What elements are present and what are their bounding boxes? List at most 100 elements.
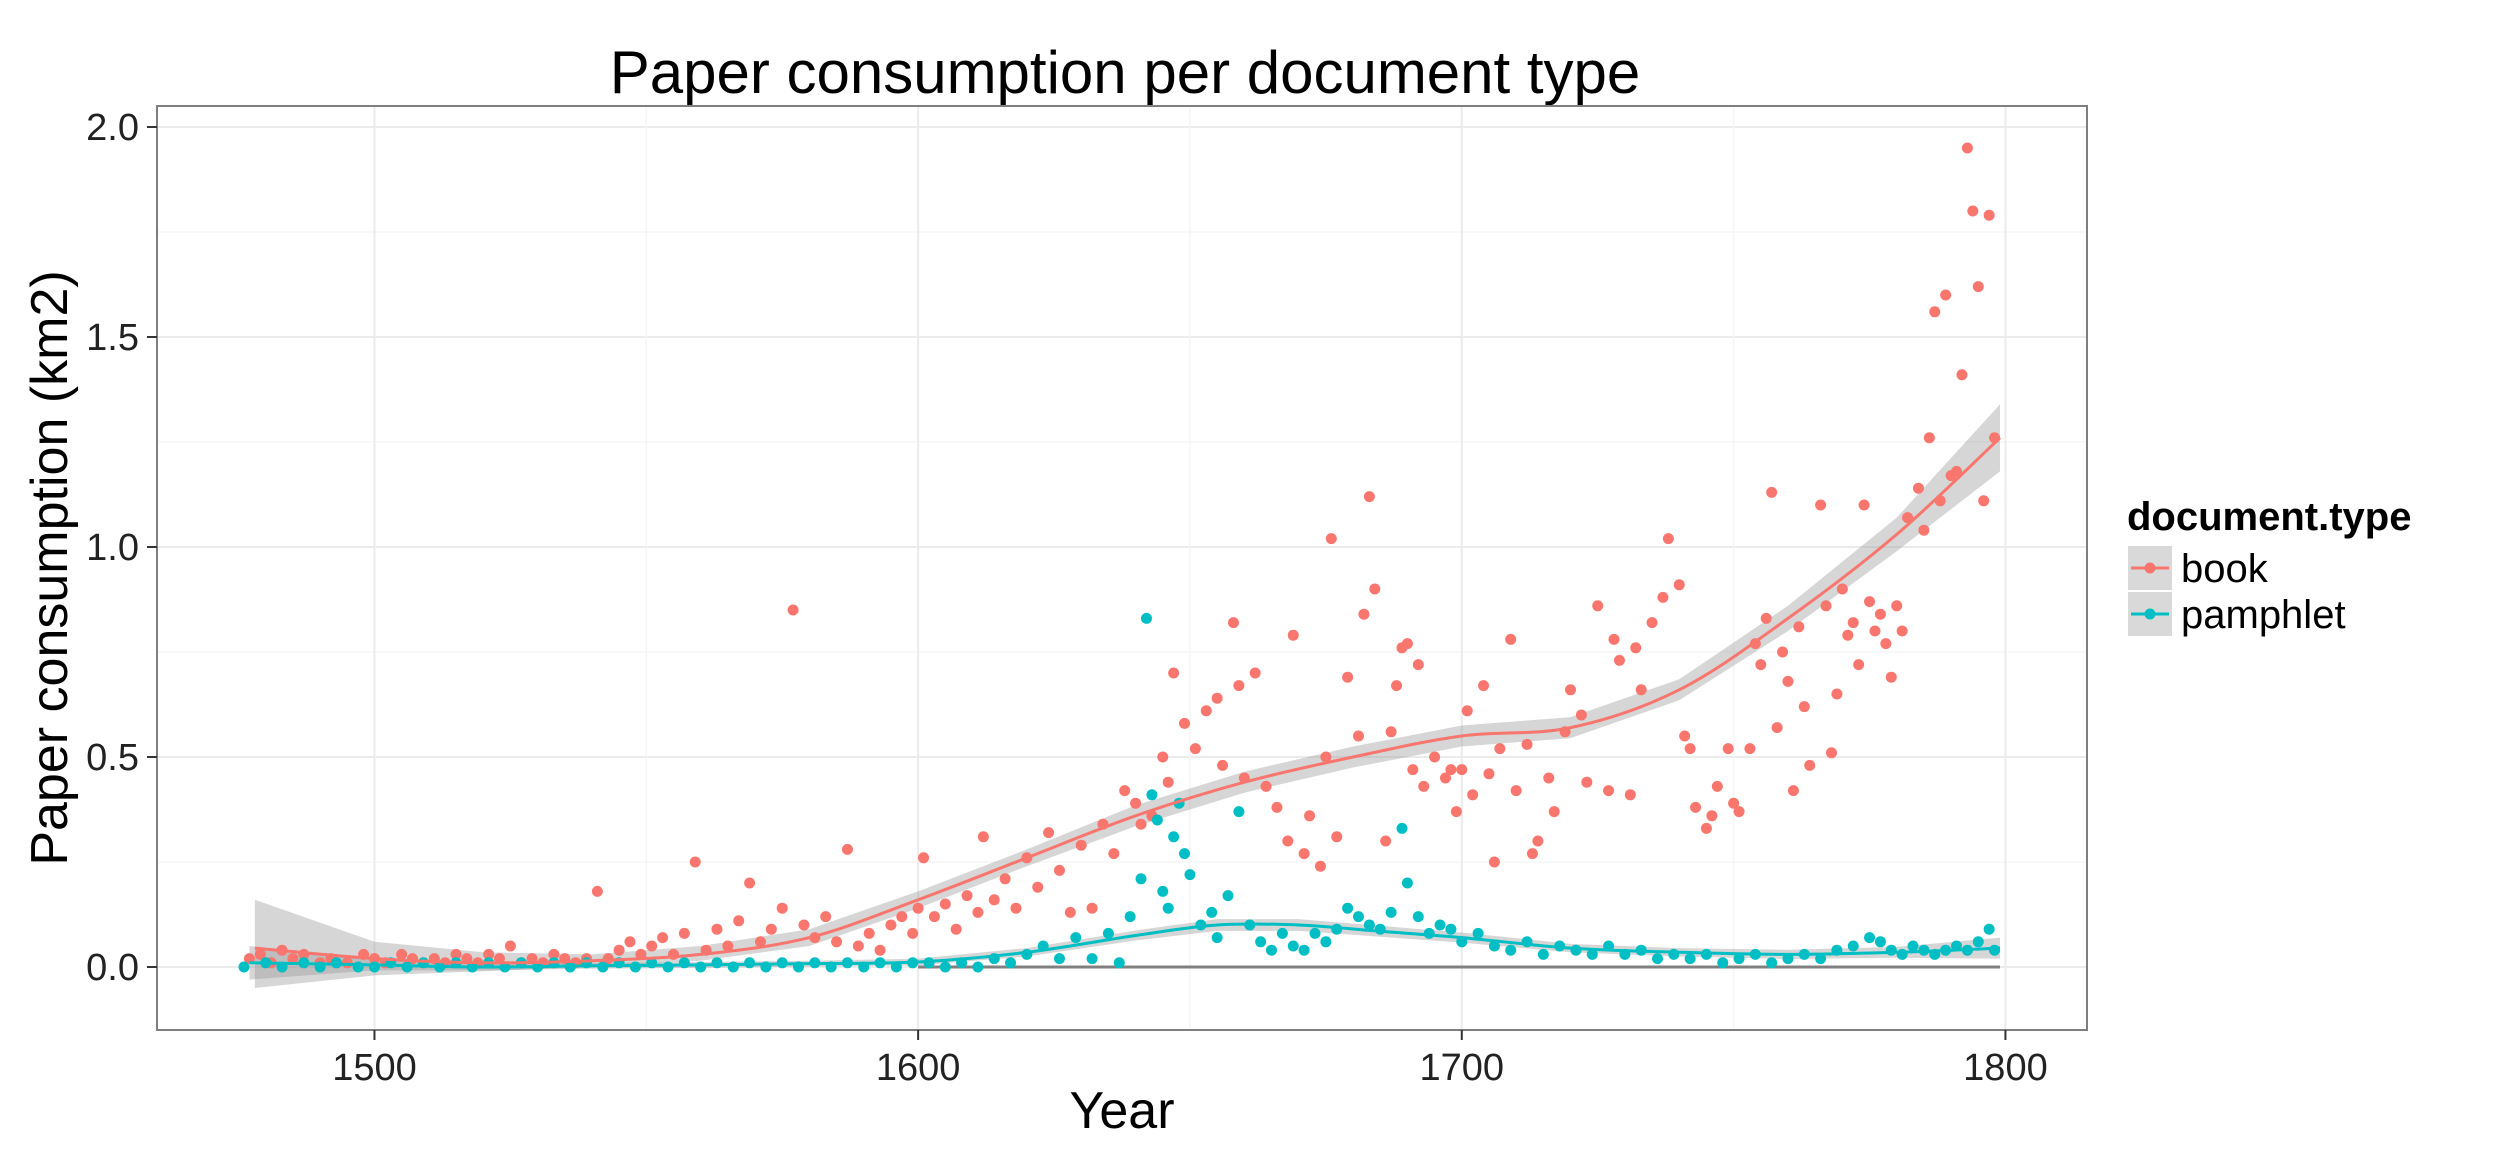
pamphlet-point xyxy=(1488,940,1500,952)
book-point xyxy=(1217,759,1229,771)
grid-lines xyxy=(157,106,2087,1030)
book-point xyxy=(1733,806,1745,818)
book-point xyxy=(483,948,495,960)
pamphlet-point xyxy=(1570,944,1582,956)
book-point xyxy=(646,940,658,952)
book-point xyxy=(1358,608,1370,620)
book-point xyxy=(624,936,636,948)
book-point xyxy=(1282,835,1294,847)
pamphlet-point xyxy=(1086,953,1098,965)
book-point xyxy=(961,890,973,902)
book-point xyxy=(1760,612,1772,624)
pamphlet-point xyxy=(711,957,723,969)
smooth-lines xyxy=(249,436,2002,969)
book-point xyxy=(1864,596,1876,608)
book-point xyxy=(1918,524,1930,536)
book-point xyxy=(1108,848,1120,860)
book-point xyxy=(1320,751,1332,763)
book-point xyxy=(1820,600,1832,612)
book-point xyxy=(1777,646,1789,658)
pamphlet-point xyxy=(1113,957,1125,969)
pamphlet-point xyxy=(1140,612,1152,624)
chart-title: Paper consumption per document type xyxy=(610,39,1641,106)
book-point xyxy=(988,894,1000,906)
book-point xyxy=(1771,722,1783,734)
book-point xyxy=(1342,671,1354,683)
book-point xyxy=(254,948,266,960)
book-point xyxy=(1233,680,1245,692)
book-point xyxy=(776,902,788,914)
pamphlet-point xyxy=(1434,919,1446,931)
book-confidence-band xyxy=(254,404,2001,988)
book-point xyxy=(1168,667,1180,679)
book-point xyxy=(1510,785,1522,797)
x-tick-label: 1500 xyxy=(332,1047,417,1089)
pamphlet-point xyxy=(368,961,380,973)
book-point xyxy=(787,604,799,616)
book-point xyxy=(1891,600,1903,612)
book-point xyxy=(1271,801,1283,813)
book-point xyxy=(999,873,1011,885)
pamphlet-point xyxy=(1445,923,1457,935)
book-point xyxy=(1526,848,1538,860)
pamphlet-point xyxy=(1206,906,1218,918)
pamphlet-point xyxy=(1124,911,1136,923)
book-point xyxy=(1249,667,1261,679)
book-point xyxy=(1227,617,1239,629)
pamphlet-point xyxy=(1684,953,1696,965)
book-point xyxy=(1700,822,1712,834)
book-point xyxy=(591,885,603,897)
book-point xyxy=(1804,759,1816,771)
book-point xyxy=(852,940,864,952)
pamphlet-point xyxy=(1222,890,1234,902)
book-point xyxy=(1189,743,1201,755)
book-point xyxy=(977,831,989,843)
legend-title: document.type xyxy=(2127,495,2411,539)
book-point xyxy=(907,927,919,939)
book-point xyxy=(1380,835,1392,847)
book-point xyxy=(798,919,810,931)
book-point xyxy=(1043,827,1055,839)
book-point xyxy=(1722,743,1734,755)
book-point xyxy=(1483,768,1495,780)
book-point xyxy=(1412,659,1424,671)
book-point xyxy=(874,944,886,956)
book-point xyxy=(1880,638,1892,650)
book-point xyxy=(1565,684,1577,696)
y-axis-title: Paper consumption (km2) xyxy=(21,270,79,865)
pamphlet-point xyxy=(1352,911,1364,923)
book-point xyxy=(1657,591,1669,603)
book-point xyxy=(1896,625,1908,637)
book-point xyxy=(1690,801,1702,813)
pamphlet-point xyxy=(1342,902,1354,914)
book-point xyxy=(928,911,940,923)
book-point xyxy=(1369,583,1381,595)
pamphlet-point xyxy=(1309,927,1321,939)
book-smooth-line xyxy=(254,436,2002,965)
book-point xyxy=(1613,654,1625,666)
book-point xyxy=(1684,743,1696,755)
book-point xyxy=(1407,764,1419,776)
book-point xyxy=(1363,491,1375,503)
book-point xyxy=(1902,512,1914,524)
book-point xyxy=(1624,789,1636,801)
y-axis-ticks: 0.0 0.5 1.0 1.5 2.0 xyxy=(86,107,157,989)
pamphlet-point xyxy=(1146,789,1158,801)
book-point xyxy=(733,915,745,927)
book-point xyxy=(1825,747,1837,759)
pamphlet-point xyxy=(1874,936,1886,948)
book-point xyxy=(1798,701,1810,713)
book-point xyxy=(1135,818,1147,830)
pamphlet-point xyxy=(1255,936,1267,948)
book-point xyxy=(1325,533,1337,545)
book-point xyxy=(450,948,462,960)
book-point xyxy=(1445,764,1457,776)
pamphlet-smooth-line xyxy=(249,922,2001,969)
book-point xyxy=(1923,432,1935,444)
x-axis-title: Year xyxy=(1069,1082,1174,1140)
pamphlet-point xyxy=(1184,869,1196,881)
book-point xyxy=(1744,743,1756,755)
pamphlet-point xyxy=(1505,944,1517,956)
book-point xyxy=(1456,764,1468,776)
